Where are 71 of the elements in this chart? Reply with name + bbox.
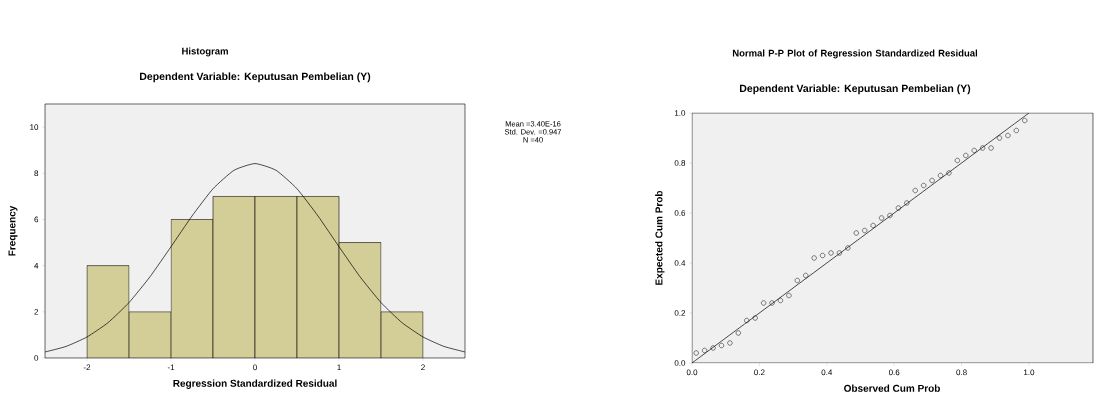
x-tick-label: 0.2 [754, 369, 765, 376]
point [895, 205, 901, 211]
point [971, 147, 977, 154]
point [752, 315, 758, 321]
point [870, 222, 876, 229]
x-tick-label: 1.0 [1024, 369, 1035, 376]
y-tick-label: 2 [34, 309, 39, 315]
point [1005, 132, 1011, 139]
point [862, 227, 868, 234]
y-tick-label: 0.4 [674, 260, 686, 266]
point [803, 272, 809, 279]
point [744, 317, 750, 324]
x-tick-label: 2 [421, 364, 425, 371]
y-axis-title: Frequency [8, 205, 18, 256]
y-tick-label: 1.0 [674, 110, 686, 116]
point [954, 157, 960, 164]
point [996, 135, 1003, 141]
point [794, 277, 800, 284]
x-tick-label: -2 [83, 364, 91, 371]
point [921, 182, 927, 189]
y-tick-label: 6 [34, 216, 39, 223]
point [963, 152, 969, 159]
chart-title: Normal P-P Plot of Regression Standardized Residual [732, 49, 978, 59]
y-tick-label: 0.8 [674, 160, 686, 166]
chart-subtitle: Dependent Variable: Keputusan Pembelian (Y) [739, 84, 971, 95]
chart-title: Histogram [182, 47, 228, 57]
point [937, 172, 944, 179]
x-axis-title: Regression Standardized Residual [173, 379, 337, 389]
x-axis-title: Observed Cum Prob [844, 384, 940, 392]
point [946, 170, 952, 176]
y-tick-label: 0.6 [674, 210, 686, 216]
y-tick-label: 0.0 [674, 360, 686, 366]
x-tick-label: 0.4 [821, 369, 833, 376]
x-tick-label: 0 [253, 364, 257, 371]
point [769, 300, 775, 306]
y-axis-title: Expected Cum Prob [655, 190, 665, 285]
point [853, 230, 859, 236]
point [879, 215, 885, 221]
point [820, 252, 826, 259]
x-tick-label: 0.0 [686, 369, 698, 376]
point [1022, 117, 1028, 124]
x-tick-label: 0.8 [956, 369, 967, 376]
point [980, 145, 986, 151]
y-tick-label: 10 [30, 124, 39, 130]
y-tick-label: 4 [34, 262, 39, 269]
point [845, 245, 851, 251]
point [702, 347, 708, 354]
point [693, 350, 699, 356]
point [727, 340, 733, 346]
point [836, 250, 842, 256]
y-tick-label: 0.2 [674, 310, 686, 316]
x-tick-label: -1 [167, 364, 175, 371]
y-tick-label: 0 [34, 355, 39, 361]
point [811, 255, 817, 261]
y-tick-label: 8 [34, 170, 39, 177]
x-tick-label: 1 [337, 364, 341, 371]
chart-subtitle: Dependent Variable: Keputusan Pembelian (Y) [140, 72, 371, 83]
point [1013, 127, 1019, 134]
point [710, 345, 716, 351]
point [828, 250, 834, 256]
point [761, 300, 767, 306]
point [912, 187, 918, 194]
point [786, 292, 792, 299]
x-tick-label: 0.6 [888, 369, 900, 376]
point [904, 200, 910, 206]
point [988, 145, 994, 151]
point [718, 342, 725, 349]
point [929, 177, 935, 184]
point [735, 330, 741, 336]
point [777, 297, 784, 304]
point [887, 212, 893, 219]
